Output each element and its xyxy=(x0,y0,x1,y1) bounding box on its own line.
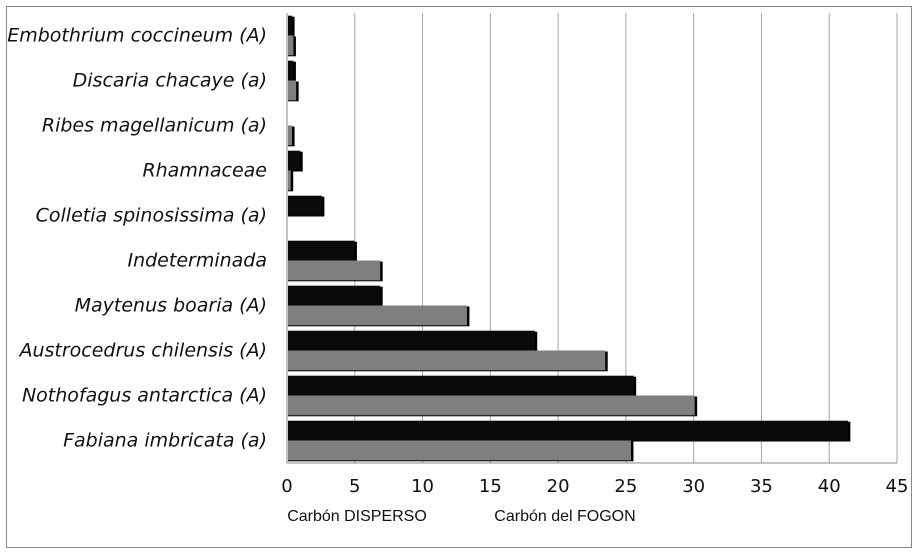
legend: Carbón DISPERSO Carbón del FOGON xyxy=(287,508,636,525)
x-tick-label: 5 xyxy=(349,476,360,497)
category-label: Fabiana imbricata (a) xyxy=(63,430,267,452)
x-tick-label: 45 xyxy=(886,476,909,497)
category-label: Nothofagus antarctica (A) xyxy=(22,385,267,407)
bar-fogon xyxy=(288,350,606,371)
bar-fogon xyxy=(288,125,293,146)
x-tick-label: 30 xyxy=(682,476,705,497)
category-label: Indeterminada xyxy=(127,250,267,272)
bar-fogon xyxy=(288,35,294,56)
x-tick-labels: 0 5 10 15 20 25 30 35 40 45 xyxy=(281,476,908,497)
bar-disperso xyxy=(288,195,322,216)
bar-disperso xyxy=(288,420,848,441)
category-labels: Embothrium coccineum (A) Discaria chacaye… xyxy=(7,25,267,452)
category-label: Ribes magellanicum (a) xyxy=(42,115,267,137)
bar-disperso xyxy=(288,375,634,396)
bar-fogon xyxy=(288,305,467,326)
bar-fogon xyxy=(288,80,297,101)
x-tick-label: 10 xyxy=(411,476,434,497)
bar-chart: Embothrium coccineum (A) Discaria chacaye… xyxy=(7,13,908,525)
x-tick-label: 40 xyxy=(818,476,841,497)
gridlines xyxy=(354,13,898,463)
bar-fogon xyxy=(288,260,381,281)
bar-disperso xyxy=(288,240,355,261)
category-label: Austrocedrus chilensis (A) xyxy=(17,340,267,362)
x-tick-label: 0 xyxy=(281,476,292,497)
bar-fogon xyxy=(288,170,291,191)
bar-disperso xyxy=(288,330,535,351)
bar-fogon xyxy=(288,440,631,461)
category-label: Embothrium coccineum (A) xyxy=(7,25,267,47)
category-label: Discaria chacaye (a) xyxy=(73,70,267,92)
legend-entry: Carbón DISPERSO xyxy=(287,508,427,525)
bar-fogon xyxy=(288,395,695,416)
category-label: Rhamnaceae xyxy=(142,160,267,182)
bars xyxy=(288,15,851,462)
bar-disperso xyxy=(288,150,301,171)
bar-disperso xyxy=(288,60,294,81)
legend-entry: Carbón del FOGON xyxy=(494,508,635,525)
axes xyxy=(286,13,897,464)
chart-frame: Embothrium coccineum (A) Discaria chacaye… xyxy=(6,6,912,548)
bar-disperso xyxy=(288,285,381,306)
category-label: Colletia spinosissima (a) xyxy=(36,205,267,227)
x-tick-label: 15 xyxy=(479,476,502,497)
x-tick-label: 25 xyxy=(614,476,637,497)
category-label: Maytenus boaria (A) xyxy=(75,295,267,317)
bar-disperso xyxy=(288,15,293,36)
x-tick-label: 35 xyxy=(750,476,773,497)
x-tick-label: 20 xyxy=(547,476,570,497)
